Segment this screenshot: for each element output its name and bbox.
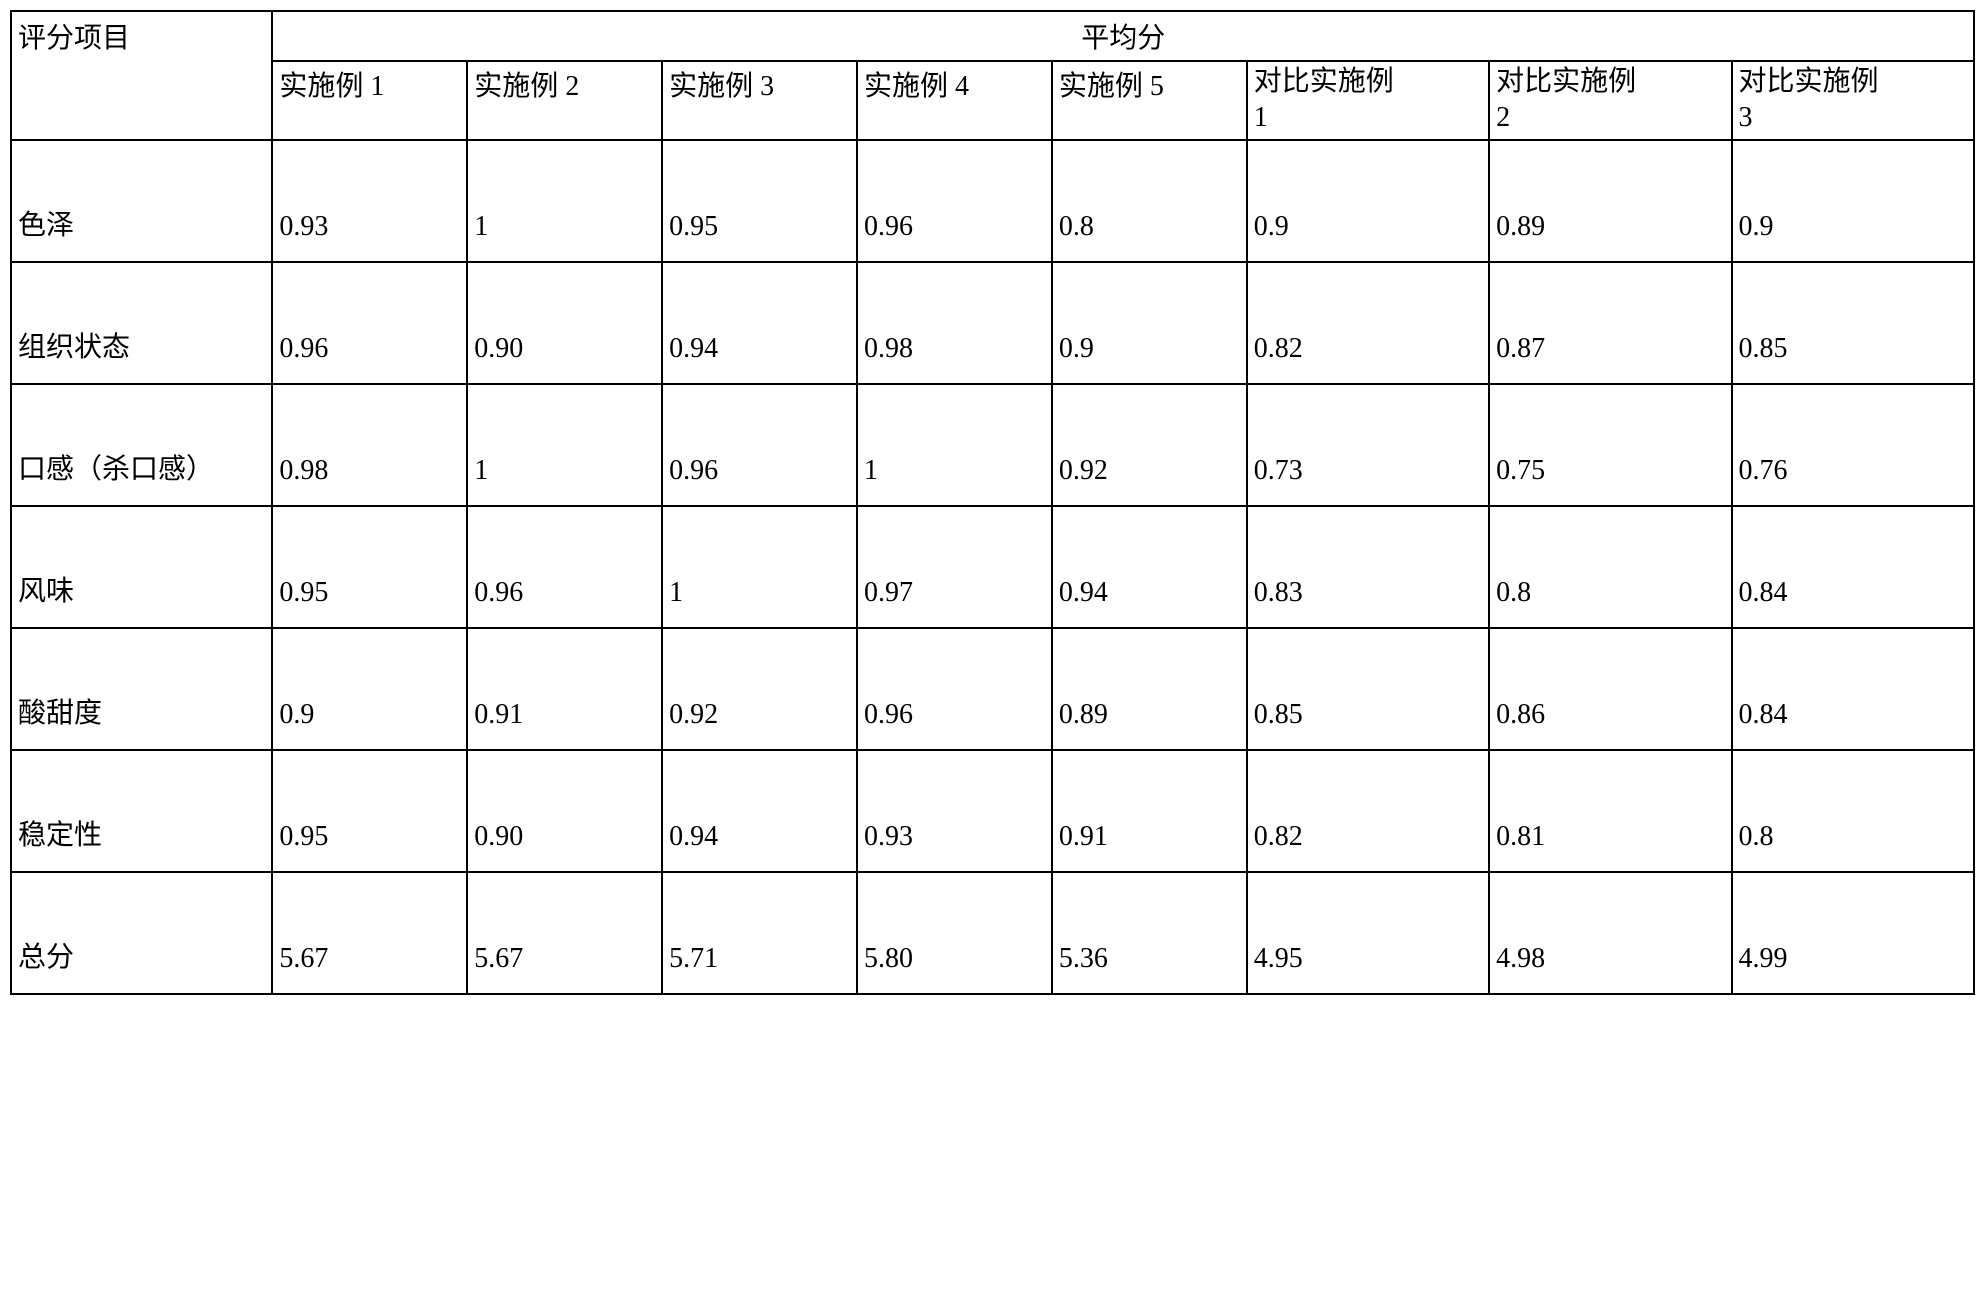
cell: 1	[467, 140, 662, 262]
cell: 5.67	[272, 872, 467, 994]
col-header: 对比实施例3	[1732, 61, 1974, 140]
table-subheader-row: 实施例 1 实施例 2 实施例 3 实施例 4 实施例 5 对比实施例1 对比实…	[11, 61, 1974, 140]
cell: 0.93	[857, 750, 1052, 872]
col-header: 实施例 3	[662, 61, 857, 140]
cell: 0.86	[1489, 628, 1731, 750]
cell: 0.96	[467, 506, 662, 628]
cell: 0.87	[1489, 262, 1731, 384]
cell: 0.96	[857, 140, 1052, 262]
cell: 0.98	[272, 384, 467, 506]
cell: 0.76	[1732, 384, 1974, 506]
cell: 0.8	[1732, 750, 1974, 872]
cell: 0.94	[662, 262, 857, 384]
cell: 0.96	[272, 262, 467, 384]
cell: 0.75	[1489, 384, 1731, 506]
table-row: 风味 0.95 0.96 1 0.97 0.94 0.83 0.8 0.84	[11, 506, 1974, 628]
table-row: 口感（杀口感） 0.98 1 0.96 1 0.92 0.73 0.75 0.7…	[11, 384, 1974, 506]
cell: 5.36	[1052, 872, 1247, 994]
cell: 0.9	[272, 628, 467, 750]
cell: 0.92	[1052, 384, 1247, 506]
cell: 0.81	[1489, 750, 1731, 872]
group-header: 平均分	[272, 11, 1974, 61]
col-header: 对比实施例2	[1489, 61, 1731, 140]
scores-table: 评分项目 平均分 实施例 1 实施例 2 实施例 3 实施例 4 实施例 5 对…	[10, 10, 1975, 995]
col-header: 实施例 2	[467, 61, 662, 140]
cell: 5.71	[662, 872, 857, 994]
table-body: 色泽 0.93 1 0.95 0.96 0.8 0.9 0.89 0.9 组织状…	[11, 140, 1974, 994]
row-label: 风味	[11, 506, 272, 628]
cell: 0.9	[1052, 262, 1247, 384]
cell: 0.84	[1732, 628, 1974, 750]
cell: 0.93	[272, 140, 467, 262]
row-label: 色泽	[11, 140, 272, 262]
cell: 0.8	[1489, 506, 1731, 628]
table-row: 色泽 0.93 1 0.95 0.96 0.8 0.9 0.89 0.9	[11, 140, 1974, 262]
table-row: 总分 5.67 5.67 5.71 5.80 5.36 4.95 4.98 4.…	[11, 872, 1974, 994]
col-header: 实施例 1	[272, 61, 467, 140]
cell: 0.92	[662, 628, 857, 750]
table-row: 酸甜度 0.9 0.91 0.92 0.96 0.89 0.85 0.86 0.…	[11, 628, 1974, 750]
cell: 5.67	[467, 872, 662, 994]
cell: 0.96	[662, 384, 857, 506]
col-header-label: 对比实施例1	[1254, 66, 1394, 133]
col-header: 实施例 4	[857, 61, 1052, 140]
cell: 4.99	[1732, 872, 1974, 994]
col-header-label: 对比实施例3	[1739, 66, 1879, 133]
row-label: 口感（杀口感）	[11, 384, 272, 506]
table-header-row: 评分项目 平均分	[11, 11, 1974, 61]
cell: 0.90	[467, 262, 662, 384]
cell: 4.95	[1247, 872, 1489, 994]
cell: 0.85	[1732, 262, 1974, 384]
cell: 0.94	[1052, 506, 1247, 628]
cell: 4.98	[1489, 872, 1731, 994]
col-header: 对比实施例1	[1247, 61, 1489, 140]
row-label: 总分	[11, 872, 272, 994]
table-row: 组织状态 0.96 0.90 0.94 0.98 0.9 0.82 0.87 0…	[11, 262, 1974, 384]
cell: 0.91	[467, 628, 662, 750]
cell: 0.84	[1732, 506, 1974, 628]
cell: 0.96	[857, 628, 1052, 750]
row-label: 组织状态	[11, 262, 272, 384]
cell: 5.80	[857, 872, 1052, 994]
cell: 0.95	[662, 140, 857, 262]
cell: 0.8	[1052, 140, 1247, 262]
cell: 1	[662, 506, 857, 628]
cell: 0.83	[1247, 506, 1489, 628]
cell: 1	[467, 384, 662, 506]
col-header-label: 对比实施例2	[1496, 66, 1636, 133]
cell: 0.90	[467, 750, 662, 872]
cell: 0.73	[1247, 384, 1489, 506]
row-label: 稳定性	[11, 750, 272, 872]
cell: 0.82	[1247, 262, 1489, 384]
cell: 0.89	[1489, 140, 1731, 262]
cell: 0.89	[1052, 628, 1247, 750]
cell: 0.98	[857, 262, 1052, 384]
row-header-title: 评分项目	[11, 11, 272, 140]
col-header: 实施例 5	[1052, 61, 1247, 140]
cell: 0.85	[1247, 628, 1489, 750]
row-label: 酸甜度	[11, 628, 272, 750]
cell: 0.9	[1247, 140, 1489, 262]
cell: 0.97	[857, 506, 1052, 628]
cell: 0.9	[1732, 140, 1974, 262]
table-row: 稳定性 0.95 0.90 0.94 0.93 0.91 0.82 0.81 0…	[11, 750, 1974, 872]
cell: 0.82	[1247, 750, 1489, 872]
cell: 0.95	[272, 750, 467, 872]
cell: 1	[857, 384, 1052, 506]
cell: 0.95	[272, 506, 467, 628]
cell: 0.91	[1052, 750, 1247, 872]
cell: 0.94	[662, 750, 857, 872]
